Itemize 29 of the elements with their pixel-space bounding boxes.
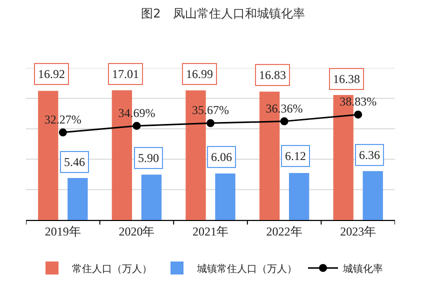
data-label: 16.99: [186, 67, 213, 81]
data-label: 5.46: [64, 155, 85, 169]
point: [354, 110, 362, 119]
legend-label: 城镇化率: [342, 262, 383, 275]
x-tick-label: 2019年: [44, 224, 81, 238]
data-label: 6.36: [359, 148, 380, 162]
chart-title: 图2 凤山常住人口和城镇化率: [141, 6, 305, 20]
data-label: 16.92: [38, 67, 65, 81]
bar: [215, 173, 236, 220]
point: [58, 128, 67, 136]
data-label: 17.01: [112, 67, 139, 81]
x-tick-label: 2022年: [266, 224, 302, 238]
point: [280, 117, 288, 126]
bar: [68, 178, 88, 220]
x-tick-label: 2021年: [192, 224, 228, 238]
legend-label: 常住人口（万人）: [72, 262, 152, 275]
data-label: 16.83: [259, 68, 286, 82]
x-tick-label: 2023年: [340, 224, 376, 238]
legend-label: 城镇常住人口（万人）: [196, 262, 297, 275]
bar: [362, 171, 383, 220]
point: [206, 119, 214, 128]
bar: [141, 174, 162, 220]
point: [132, 122, 141, 130]
bar: [288, 172, 310, 220]
data-label: 6.12: [285, 149, 306, 163]
data-label: 16.38: [333, 72, 360, 86]
data-label: 6.06: [211, 150, 232, 164]
x-tick-label: 2020年: [118, 224, 155, 238]
data-label: 5.90: [138, 151, 159, 165]
